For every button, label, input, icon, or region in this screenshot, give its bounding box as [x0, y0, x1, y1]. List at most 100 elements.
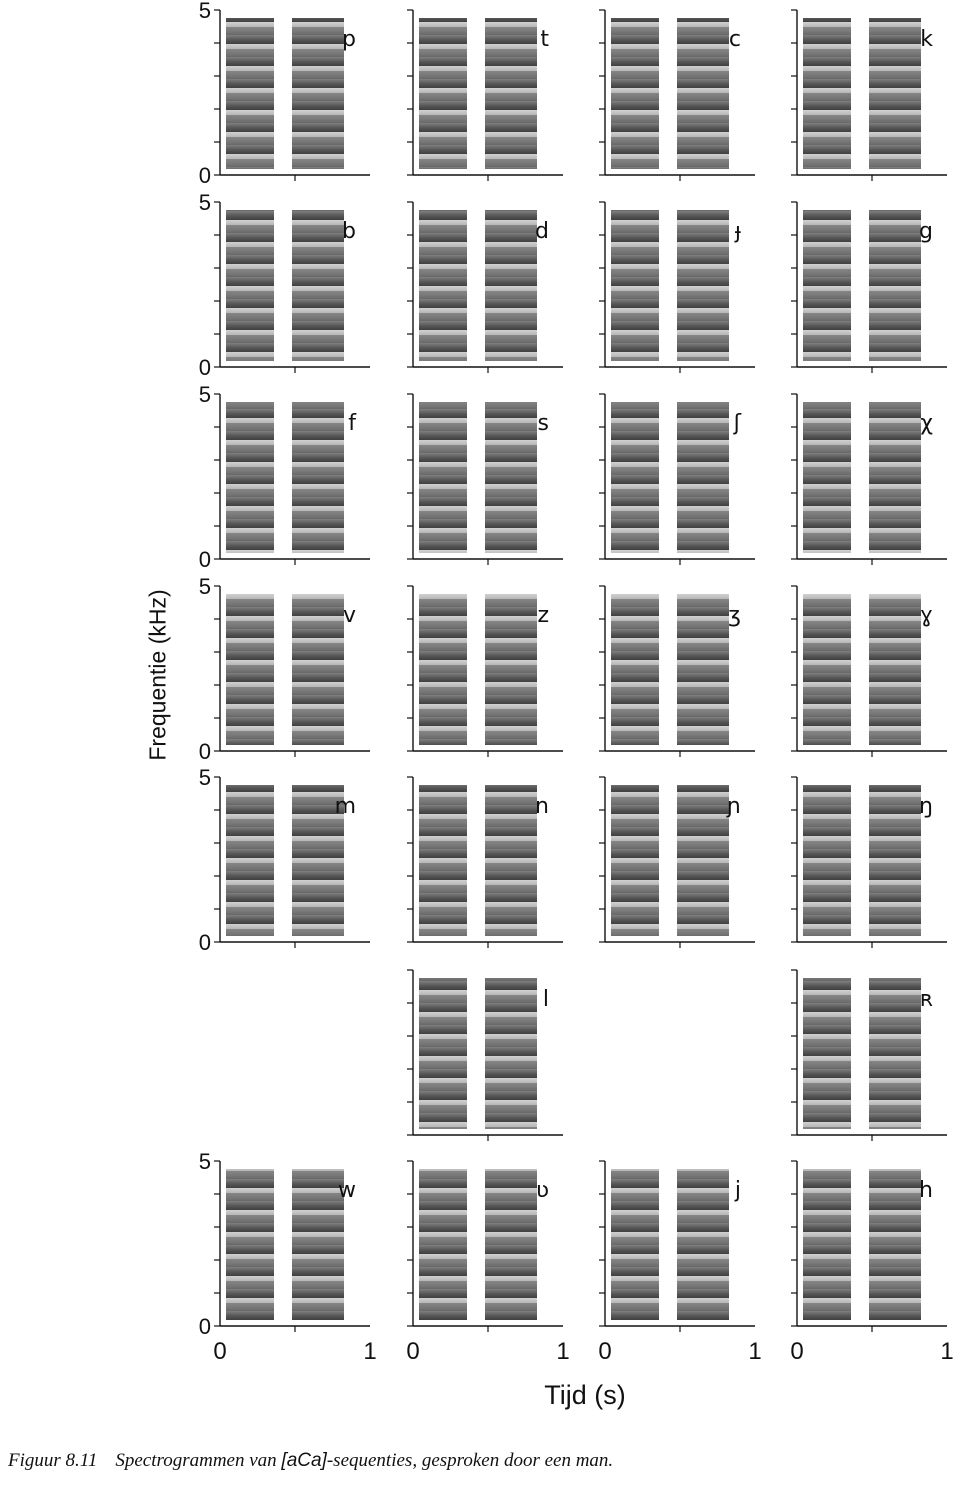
vowel-energy-block [803, 978, 851, 1129]
vowel-energy-block [485, 785, 537, 936]
consonant-symbol-label: ʋ [536, 1178, 549, 1203]
y-tick-label-top: 5 [199, 1149, 211, 1174]
vowel-energy-block [611, 210, 659, 361]
x-tick-label-left: 0 [790, 1338, 803, 1365]
consonant-symbol-label: n [535, 794, 549, 819]
spectrogram-panel: h 0 1 [790, 1160, 954, 1365]
consonant-symbol-label: d [535, 219, 549, 244]
spectrogram-panel: z [407, 585, 563, 757]
y-tick-label-top: 5 [199, 0, 211, 23]
vowel-energy-block [869, 785, 921, 936]
y-tick-label-bottom: 0 [199, 547, 211, 572]
consonant-symbol-label: j [734, 1178, 741, 1203]
x-tick-label-left: 0 [213, 1338, 226, 1365]
spectrogram-panel: ʒ [599, 585, 755, 757]
consonant-symbol-label: z [537, 603, 549, 628]
spectrogram-panel: ɣ [791, 585, 947, 757]
y-axis-label-container: Frequentie (kHz) [140, 575, 176, 775]
caption-sequence: [aCa] [281, 1450, 327, 1471]
vowel-energy-block [419, 785, 467, 936]
vowel-energy-block [677, 210, 729, 361]
vowel-energy-block [869, 594, 921, 745]
spectrogram-panel: f 5 0 [199, 382, 370, 572]
consonant-symbol-label: m [335, 794, 356, 819]
spectrogram-panel: k [791, 9, 947, 181]
consonant-symbol-label: ʒ [728, 603, 741, 628]
y-tick-label-bottom: 0 [199, 163, 211, 188]
vowel-energy-block [611, 1169, 659, 1320]
spectrogram-panel: χ [791, 393, 947, 565]
vowel-energy-block [869, 1169, 921, 1320]
vowel-energy-block [677, 402, 729, 553]
vowel-energy-block [292, 210, 344, 361]
vowel-energy-block [611, 18, 659, 169]
vowel-energy-block [869, 402, 921, 553]
vowel-energy-block [803, 210, 851, 361]
x-tick-label-right: 1 [363, 1338, 376, 1365]
vowel-energy-block [419, 210, 467, 361]
vowel-energy-block [292, 402, 344, 553]
vowel-energy-block [226, 785, 274, 936]
spectrogram-panel: ɟ [599, 201, 755, 373]
spectrogram-panel: c [599, 9, 755, 181]
caption-figure-number: Figuur 8.11 [8, 1450, 98, 1471]
consonant-symbol-label: ʀ [920, 987, 933, 1012]
spectrogram-panel: ʀ [791, 969, 947, 1141]
consonant-symbol-label: ɟ [734, 219, 741, 244]
x-tick-label-right: 1 [748, 1338, 761, 1365]
consonant-symbol-label: w [338, 1178, 356, 1203]
vowel-energy-block [677, 785, 729, 936]
vowel-energy-block [485, 594, 537, 745]
vowel-energy-block [226, 402, 274, 553]
spectrogram-panel: s [407, 393, 563, 565]
consonant-symbol-label: f [348, 411, 357, 436]
x-tick-label-left: 0 [406, 1338, 419, 1365]
vowel-energy-block [292, 1169, 344, 1320]
vowel-energy-block [485, 978, 537, 1129]
spectrogram-panel: ŋ [791, 776, 947, 948]
vowel-energy-block [485, 18, 537, 169]
vowel-energy-block [226, 594, 274, 745]
vowel-energy-block [803, 402, 851, 553]
y-tick-label-bottom: 0 [199, 739, 211, 764]
y-tick-label-bottom: 0 [199, 930, 211, 955]
x-tick-label-right: 1 [556, 1338, 569, 1365]
spectrogram-panel: ɲ [599, 776, 755, 948]
vowel-energy-block [803, 785, 851, 936]
consonant-symbol-label: v [343, 603, 356, 628]
spectrogram-panel: t [407, 9, 563, 181]
x-axis-label: Tijd (s) [544, 1380, 626, 1410]
vowel-energy-block [677, 1169, 729, 1320]
vowel-energy-block [485, 402, 537, 553]
vowel-energy-block [803, 594, 851, 745]
caption-text-start: Spectrogrammen van [115, 1450, 282, 1471]
consonant-symbol-label: c [729, 27, 741, 52]
spectrogram-panel: j 0 1 [598, 1160, 762, 1365]
consonant-symbol-label: ʃ [733, 411, 742, 436]
spectrogram-panel: ʃ [599, 393, 755, 565]
vowel-energy-block [677, 18, 729, 169]
y-tick-label-top: 5 [199, 574, 211, 599]
vowel-energy-block [869, 18, 921, 169]
spectrogram-panel: n [407, 776, 563, 948]
y-axis-label: Frequentie (kHz) [144, 589, 171, 761]
spectrogram-panel: w 5 00 1 [199, 1149, 377, 1365]
vowel-energy-block [226, 1169, 274, 1320]
y-tick-label-top: 5 [199, 190, 211, 215]
caption-text-end: -sequenties, gesproken door een man. [326, 1450, 614, 1471]
vowel-energy-block [226, 18, 274, 169]
consonant-symbol-label: l [543, 987, 549, 1012]
consonant-symbol-label: g [919, 219, 933, 244]
vowel-energy-block [292, 594, 344, 745]
vowel-energy-block [292, 18, 344, 169]
consonant-symbol-label: p [342, 27, 356, 52]
spectrogram-panel: v 5 0 [199, 574, 370, 764]
spectrogram-panel: p 5 0 [199, 0, 370, 188]
vowel-energy-block [611, 594, 659, 745]
vowel-energy-block [419, 1169, 467, 1320]
vowel-energy-block [419, 978, 467, 1129]
spectrogram-panel: ʋ 0 1 [406, 1160, 570, 1365]
y-tick-label-top: 5 [199, 765, 211, 790]
consonant-symbol-label: t [540, 27, 549, 52]
consonant-symbol-label: b [342, 219, 356, 244]
